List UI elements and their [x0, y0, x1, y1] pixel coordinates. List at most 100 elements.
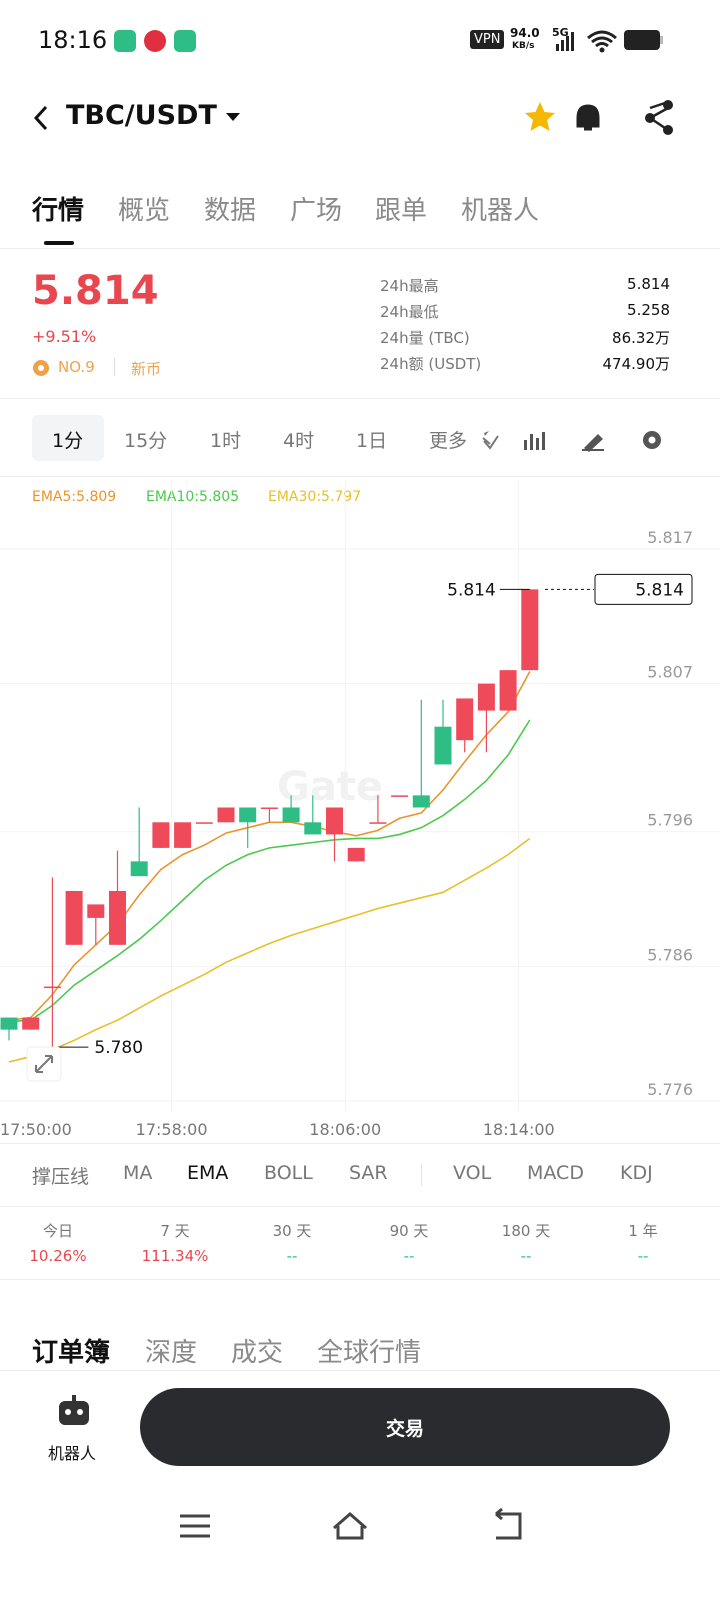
stat-label: 24h最高 [380, 277, 439, 295]
candle-body [260, 807, 278, 809]
candle-body [217, 807, 235, 823]
rank-icon [33, 360, 49, 376]
divider [0, 398, 720, 399]
book-tab[interactable]: 订单簿 [32, 1338, 111, 1368]
trade-button[interactable] [140, 1388, 670, 1466]
ema-line [8, 671, 531, 1022]
return-value: 10.26% [29, 1247, 87, 1265]
tab[interactable]: 概览 [118, 196, 171, 226]
book-tab[interactable]: 成交 [231, 1338, 284, 1368]
min-label: 5.780 [94, 1038, 143, 1058]
candle-body [43, 986, 61, 989]
book-tab[interactable]: 全球行情 [317, 1338, 422, 1368]
trade-label[interactable]: 交易 [385, 1418, 424, 1440]
indicator[interactable]: MA [123, 1162, 153, 1184]
interval[interactable]: 更多 [429, 430, 468, 452]
interval[interactable]: 15分 [124, 430, 168, 452]
tab[interactable]: 数据 [204, 196, 257, 226]
candle-body [65, 890, 83, 945]
candle-body [434, 726, 452, 765]
tab[interactable]: 行情 [32, 196, 85, 226]
candle-body [109, 890, 126, 945]
indicator[interactable]: SAR [349, 1162, 388, 1184]
candle-body [347, 847, 365, 862]
candle-body [456, 698, 474, 741]
indicator[interactable]: VOL [453, 1162, 492, 1184]
price-change: +9.51% [32, 327, 97, 346]
max-label: 5.814 [447, 580, 496, 600]
interval[interactable]: 4时 [283, 430, 315, 452]
interval-active-bg [32, 415, 104, 461]
stat-label: 24h额 (USDT) [380, 355, 482, 373]
indicator[interactable]: KDJ [620, 1162, 653, 1184]
back-button[interactable] [30, 104, 54, 132]
return-label: 今日 [42, 1222, 73, 1240]
x-tick-label: 18:06:00 [309, 1120, 381, 1139]
x-tick-label: 18:14:00 [483, 1120, 555, 1139]
last-price-box [594, 573, 693, 605]
return-label: 30 天 [272, 1222, 312, 1240]
candle-body [326, 807, 343, 835]
book-tab[interactable]: 深度 [145, 1338, 198, 1368]
candle-body [87, 904, 105, 918]
nav-bar [180, 1507, 522, 1540]
indicator[interactable]: 撑压线 [32, 1166, 90, 1188]
candle-body [0, 1017, 18, 1030]
candle-body [412, 795, 430, 808]
pair-title[interactable]: TBC/USDT [66, 100, 217, 131]
speed-unit: KB/s [512, 41, 535, 51]
divider [0, 1279, 720, 1280]
interval[interactable]: 1时 [210, 430, 242, 452]
divider [0, 248, 720, 249]
return-value: -- [637, 1247, 649, 1265]
interval[interactable]: 1分 [52, 430, 84, 452]
chart-tools[interactable] [480, 428, 670, 452]
x-tick-label: 17:58:00 [136, 1120, 208, 1139]
tab[interactable]: 广场 [290, 196, 343, 226]
return-label: 180 天 [501, 1222, 551, 1240]
tab[interactable]: 跟单 [375, 196, 428, 226]
separator [421, 1164, 422, 1186]
tab[interactable]: 机器人 [461, 196, 540, 226]
candle-body [130, 861, 148, 877]
last-price-label: 5.814 [635, 580, 684, 600]
stat-value: 86.32万 [612, 329, 670, 347]
last-price: 5.814 [32, 268, 159, 314]
ema-line [8, 837, 531, 1063]
stat-value: 474.90万 [602, 355, 671, 373]
return-value: -- [286, 1247, 298, 1265]
indicator[interactable]: EMA [187, 1162, 229, 1184]
tag: 新币 [131, 360, 162, 378]
watermark: Gate [277, 764, 383, 810]
return-value: 111.34% [141, 1247, 209, 1265]
candle-body [369, 822, 387, 824]
expand-button[interactable] [26, 1046, 62, 1082]
candle-body [521, 589, 539, 671]
candle-body [22, 1017, 40, 1030]
network: 5G [552, 26, 569, 39]
robot-label[interactable]: 机器人 [48, 1444, 97, 1463]
rank: NO.9 [58, 358, 95, 376]
divider [0, 1206, 720, 1207]
candle-body [282, 807, 300, 823]
stat-label: 24h量 (TBC) [380, 329, 470, 347]
interval[interactable]: 1日 [356, 430, 388, 452]
candle-body [195, 822, 213, 824]
pair-dropdown[interactable] [224, 110, 242, 124]
robot-icon[interactable] [56, 1394, 92, 1428]
return-value: -- [403, 1247, 415, 1265]
ema-legend: EMA30:5.797 [268, 489, 362, 505]
candle-body [174, 822, 192, 848]
indicator[interactable]: BOLL [264, 1162, 313, 1184]
divider [0, 476, 720, 477]
y-tick-label: 5.817 [647, 528, 693, 547]
candle-body [391, 795, 409, 797]
return-label: 7 天 [160, 1222, 190, 1240]
indicator[interactable]: MACD [527, 1162, 584, 1184]
kline-chart[interactable]: 5.817 5.807 5.796 5.786 5.776 17:50:00 17:58:0… [0, 480, 720, 1145]
tab-indicator [44, 241, 74, 245]
return-label: 90 天 [389, 1222, 429, 1240]
return-label: 1 年 [628, 1222, 658, 1240]
divider [0, 1370, 720, 1371]
